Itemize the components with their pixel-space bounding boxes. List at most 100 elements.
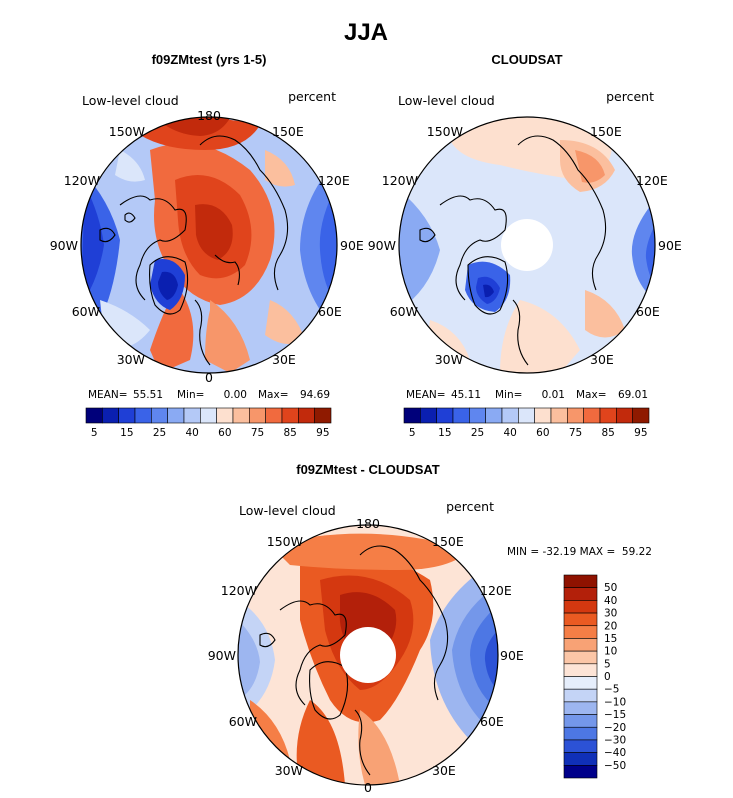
colorbar-tick-label: 95 (316, 427, 329, 439)
lon-label: 30E (432, 763, 456, 778)
lon-label: 180 (197, 108, 221, 123)
colorbar-swatch (563, 587, 598, 601)
colorbar-swatch (563, 663, 598, 677)
max-value: 94.69 (300, 389, 330, 401)
polar-hole (501, 219, 553, 271)
colorbar: 5 15 25 40 60 75 85 95 (403, 407, 650, 439)
stats-line: MEAN= 55.51 Min= 0.00 Max= 94.69 (88, 389, 330, 401)
min-max-stats: MIN = -32.19 MAX = 59.22 (507, 546, 652, 558)
colorbar-swatch (567, 407, 584, 424)
colorbar-tick-label: 5 (91, 427, 98, 439)
colorbar-swatch (151, 407, 168, 424)
mean-label: MEAN= (406, 389, 446, 401)
units-label: percent (288, 89, 336, 104)
variable-label: Low-level cloud (82, 93, 179, 108)
colorbar-swatch (216, 407, 234, 424)
colorbar-tick-label: 50 (604, 582, 617, 594)
mean-value: 45.11 (451, 389, 481, 401)
colorbar-swatch (563, 574, 598, 588)
colorbar-tick-label: −40 (604, 747, 626, 759)
lon-label: 90W (50, 238, 78, 253)
longitude-labels: 180 150E 120E 90E 60E 30E 0 30W 60W 90W … (50, 108, 364, 385)
colorbar-swatch (314, 407, 332, 424)
min-label: Min= (495, 389, 522, 401)
lon-label: 150W (109, 124, 145, 139)
lon-label: 60E (318, 304, 342, 319)
lon-label: 180 (356, 516, 380, 531)
colorbar-tick-label: −5 (604, 684, 619, 696)
colorbar-swatch (167, 407, 185, 424)
colorbar-swatch (102, 407, 119, 424)
units-label: percent (446, 499, 494, 514)
panel-title: CLOUDSAT (491, 52, 562, 67)
lon-label: 30E (272, 352, 296, 367)
variable-label: Low-level cloud (398, 93, 495, 108)
polar-hole (340, 627, 396, 683)
min-value: 0.01 (542, 389, 565, 401)
panel-title: f09ZMtest (yrs 1-5) (152, 52, 267, 67)
colorbar-tick-label: 5 (409, 427, 416, 439)
lon-label: 150W (427, 124, 463, 139)
lon-label: 90W (368, 238, 396, 253)
colorbar-swatch (200, 407, 217, 424)
colorbar-swatch (599, 407, 617, 424)
lon-label: 30W (435, 352, 463, 367)
colorbar-swatch (420, 407, 437, 424)
colorbar-tick-label: −15 (604, 709, 626, 721)
colorbar-swatch (563, 600, 598, 614)
max-label: Max= (258, 389, 289, 401)
colorbar-swatch (563, 765, 598, 779)
colorbar-swatch (134, 407, 152, 424)
lon-label: 90W (208, 648, 236, 663)
colorbar-swatch (563, 676, 598, 690)
colorbar-swatch (281, 407, 299, 424)
map-boundary (80, 116, 338, 374)
max-label: Max= (576, 389, 607, 401)
colorbar-tick-label: 40 (604, 595, 617, 607)
longitude-labels: 180 150E 120E 90E 60E 30E 0 30W 60W 90W … (208, 516, 524, 795)
colorbar-swatch (485, 407, 503, 424)
colorbar-tick-label: 40 (503, 427, 516, 439)
lon-label: 90E (340, 238, 364, 253)
colorbar-swatch (436, 407, 454, 424)
colorbar-tick-label: 10 (604, 646, 617, 658)
colorbar-swatch (563, 726, 598, 741)
colorbar-tick-label: 5 (604, 658, 611, 670)
lon-label: 60W (390, 304, 418, 319)
figure-title: JJA (344, 19, 388, 46)
panel-difference: f09ZMtest - CLOUDSAT Low-level cloud per… (208, 462, 652, 795)
map-boundary (237, 524, 499, 786)
colorbar-swatch (563, 688, 598, 703)
variable-label: Low-level cloud (239, 503, 336, 518)
lon-label: 150E (590, 124, 622, 139)
colorbar-tick-label: −30 (604, 734, 626, 746)
stats-line: MEAN= 45.11 Min= 0.01 Max= 69.01 (406, 389, 648, 401)
colorbar-tick-label: 15 (604, 633, 617, 645)
units-label: percent (606, 89, 654, 104)
colorbar-swatch (232, 407, 250, 424)
panel-model: f09ZMtest (yrs 1-5) Low-level cloud perc… (50, 52, 364, 439)
colorbar-swatch (563, 612, 598, 627)
lon-label: 90E (658, 238, 682, 253)
colorbar-swatch (403, 407, 421, 424)
lon-label: 120W (382, 173, 418, 188)
colorbar-swatch (118, 407, 136, 424)
lon-label: 90E (500, 648, 524, 663)
min-label: Min= (177, 389, 204, 401)
colorbar-tick-label: 15 (438, 427, 451, 439)
colorbar-tick-label: −50 (604, 760, 626, 772)
lon-label: 0 (205, 370, 213, 385)
colorbar-swatch (563, 638, 598, 652)
map-field (399, 117, 655, 373)
panel-title: f09ZMtest - CLOUDSAT (296, 462, 440, 477)
colorbar-tick-label: 85 (283, 427, 296, 439)
colorbar-swatch (501, 407, 519, 424)
colorbar-swatch (616, 407, 633, 424)
colorbar-tick-label: 60 (218, 427, 231, 439)
longitude-labels: 150E 120E 90E 60E 30E 30W 60W 90W 120W 1… (368, 124, 682, 367)
colorbar-swatch (563, 650, 598, 665)
colorbar-swatch (563, 714, 598, 728)
lon-label: 60E (636, 304, 660, 319)
